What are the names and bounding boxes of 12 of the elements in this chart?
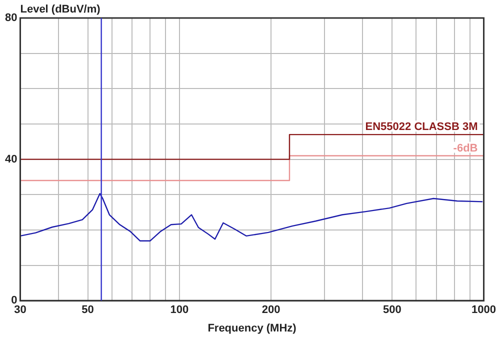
series-label: EN55022 CLASSB 3M bbox=[365, 121, 478, 134]
x-tick-label: 100 bbox=[170, 304, 189, 316]
x-axis-title: Frequency (MHz) bbox=[208, 322, 297, 334]
x-tick-label: 1000 bbox=[472, 304, 496, 316]
y-axis-title: Level (dBuV/m) bbox=[20, 4, 101, 16]
x-tick-label: 50 bbox=[82, 304, 94, 316]
y-tick-label: 40 bbox=[4, 153, 18, 166]
x-tick-label: 500 bbox=[382, 304, 402, 316]
x-tick-label: 30 bbox=[14, 304, 26, 316]
series-label: -6dB bbox=[453, 142, 478, 154]
y-tick-label: 80 bbox=[4, 12, 18, 24]
x-tick-label: 200 bbox=[262, 304, 280, 316]
